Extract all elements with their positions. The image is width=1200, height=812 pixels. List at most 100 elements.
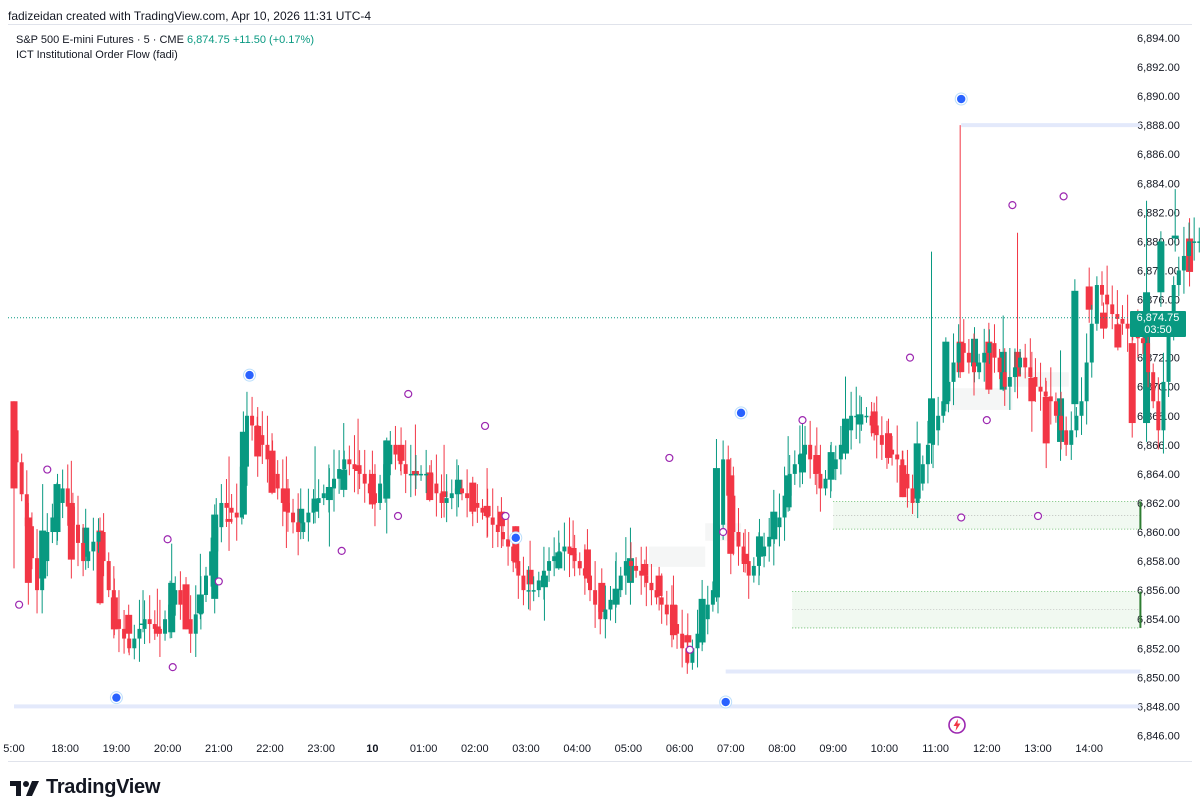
swing-point-marker <box>393 511 403 521</box>
candle-body <box>675 624 680 634</box>
candle <box>449 479 454 510</box>
candle <box>854 386 859 440</box>
candle-body <box>623 561 628 576</box>
candle <box>70 492 75 536</box>
candle <box>736 508 741 566</box>
x-tick-label: 03:00 <box>512 743 540 755</box>
candle <box>864 407 869 423</box>
candle <box>536 571 541 598</box>
candle-body <box>997 357 1002 373</box>
candle-body <box>913 443 921 499</box>
candle-body <box>413 473 418 476</box>
candle-body <box>884 444 889 450</box>
candle-body <box>541 570 546 581</box>
candle-body <box>1059 415 1064 431</box>
swing-point-marker <box>1059 192 1068 201</box>
candle-body <box>254 425 262 457</box>
candle-body <box>403 464 408 474</box>
candle-body <box>890 449 895 455</box>
candle <box>626 527 634 605</box>
candle <box>434 454 439 517</box>
candle <box>1094 276 1099 331</box>
candle <box>755 518 763 576</box>
candle <box>623 537 628 595</box>
candle-body <box>1042 396 1050 444</box>
candle <box>890 435 895 466</box>
candle-body <box>96 530 104 604</box>
candle <box>1156 377 1161 450</box>
candle <box>1120 305 1125 335</box>
candle-body <box>985 341 993 390</box>
candle <box>598 585 603 635</box>
candle-body <box>55 502 60 518</box>
candle-body <box>301 522 306 533</box>
brand-name: TradingView <box>46 776 161 798</box>
candle <box>122 609 127 654</box>
candle <box>956 324 961 378</box>
candle-body <box>497 511 505 527</box>
candle <box>1071 279 1079 419</box>
lightning-icon[interactable] <box>947 715 967 735</box>
candle-body <box>1181 255 1186 271</box>
chart-frame[interactable] <box>8 24 1192 762</box>
candle <box>111 566 116 639</box>
candle <box>316 479 321 519</box>
candle-body <box>721 459 726 525</box>
x-tick-label: 05:00 <box>615 743 643 755</box>
candle <box>603 585 608 639</box>
candle <box>971 327 979 383</box>
candle <box>367 469 372 505</box>
pivot-marker <box>109 691 123 705</box>
pivot-marker <box>734 406 748 420</box>
candle-body <box>1085 286 1093 310</box>
candle-body <box>60 488 65 503</box>
tradingview-brand[interactable]: TradingView <box>10 776 160 799</box>
symbol-description[interactable]: S&P 500 E-mini Futures · 5 · CME <box>16 34 184 46</box>
candle-body <box>1064 430 1069 445</box>
candle-body <box>29 526 34 559</box>
candle-body <box>480 507 485 513</box>
candle <box>76 495 80 567</box>
chart-legend[interactable]: S&P 500 E-mini Futures · 5 · CME 6,874.7… <box>16 33 314 63</box>
candle <box>1181 226 1186 294</box>
candle-body <box>1125 323 1130 329</box>
candle <box>628 542 633 582</box>
candle <box>562 522 567 571</box>
candle-body <box>45 532 50 562</box>
candle <box>1002 348 1007 406</box>
candle-body <box>280 488 285 503</box>
candle <box>540 574 548 621</box>
candle <box>106 552 111 598</box>
candle <box>1114 322 1122 351</box>
candle-body <box>731 495 736 533</box>
candle <box>362 449 367 503</box>
candle <box>803 425 808 470</box>
candle <box>946 368 951 413</box>
candle <box>649 563 654 606</box>
candle-body <box>152 624 157 629</box>
candle-body <box>495 524 500 533</box>
zones-layer <box>648 372 1142 629</box>
candle-body <box>577 561 582 569</box>
candle <box>388 431 393 476</box>
candle-body <box>664 604 669 615</box>
candle <box>1115 290 1120 339</box>
candle-body <box>173 590 178 605</box>
indicator-name[interactable]: ICT Institutional Order Flow (fadi) <box>16 49 178 61</box>
y-tick-label: 6,884.00 <box>1137 178 1180 190</box>
candle-body <box>1161 381 1166 431</box>
swing-point-marker <box>163 535 172 544</box>
candle-body <box>1071 290 1079 405</box>
candle-body <box>827 452 835 480</box>
candle <box>818 444 823 512</box>
candle-body <box>229 507 234 513</box>
candle <box>35 529 40 614</box>
candle-body <box>132 638 137 649</box>
candle-body <box>1079 401 1084 416</box>
candle-body <box>540 575 548 588</box>
candle <box>244 391 249 486</box>
candle <box>569 520 577 569</box>
candle-body <box>552 556 557 562</box>
swing-point-marker <box>214 577 223 586</box>
